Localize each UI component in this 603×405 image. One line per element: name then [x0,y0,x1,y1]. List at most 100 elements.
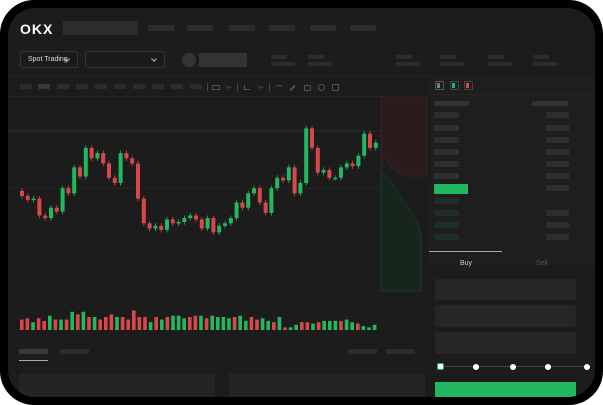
total-input[interactable] [435,332,576,354]
amount-slider[interactable] [437,363,590,370]
nav-item[interactable] [310,25,336,31]
buy-tab-indicator [429,251,502,252]
candle [101,153,106,164]
orderbook-asks-icon[interactable] [464,81,473,90]
nav-item[interactable] [269,25,295,31]
okx-logo[interactable]: OKX [20,21,54,37]
toolbar-divider [237,83,238,91]
ask-amount [546,161,569,167]
slider-handle[interactable] [437,363,444,370]
orderbook-both-icon[interactable] [435,81,444,90]
camera-icon[interactable] [304,85,311,91]
tab-open-orders[interactable] [19,349,48,354]
divider [8,96,428,97]
candle [78,167,82,177]
volume-bar [188,317,192,330]
stat-value [533,62,557,66]
timeframe-button[interactable] [152,84,164,89]
pair-select[interactable] [85,51,165,68]
timeframe-button[interactable] [133,84,145,89]
ask-amount [546,149,569,155]
ask-amount [546,173,569,179]
volume-bar [367,327,371,330]
chevron-down-icon[interactable] [257,82,264,90]
volume-bar [260,318,265,330]
header-price [434,101,469,106]
candle [147,223,152,229]
volume-bar [221,317,226,330]
candle [223,223,227,226]
filter-button[interactable] [348,349,377,354]
volume-bar [199,315,203,330]
timeframe-button[interactable] [76,84,88,89]
volume-bar [48,315,52,330]
ask-price [434,149,459,155]
candle [217,225,222,233]
volume-bar [70,311,74,330]
candles-group [20,125,378,235]
timeframe-button[interactable] [20,84,32,89]
header-amount [532,101,568,106]
candlestick-chart[interactable] [8,96,428,336]
coin-icon [182,53,196,67]
market-select[interactable]: Spot Trading [20,51,78,68]
candle [298,183,303,194]
amount-input[interactable] [435,305,576,327]
bid-price [434,234,459,240]
nav-item[interactable] [350,25,376,31]
tab-history[interactable] [60,349,89,354]
orderbook-bids-icon[interactable] [450,81,459,90]
candle [95,153,100,159]
timeframe-button[interactable] [114,84,126,89]
candle [240,202,245,208]
volume-group [20,310,377,330]
candle [60,188,65,212]
volume-bar [64,319,69,330]
slider-mark-50[interactable] [510,364,516,370]
divider [429,94,595,95]
stat-value [308,62,332,66]
stat-value [396,62,420,66]
slider-mark-100[interactable] [584,364,590,370]
candle [118,153,123,183]
stat-label [396,55,412,59]
filter-button[interactable] [386,349,415,354]
indicator-icon[interactable] [244,85,250,90]
nav-item[interactable] [187,25,213,31]
nav-item[interactable] [148,25,174,31]
draw-icon[interactable] [289,84,296,92]
tab-buy[interactable]: Buy [460,260,473,267]
volume-bar [356,323,360,330]
candle [72,167,77,194]
chevron-down-icon[interactable] [225,82,232,90]
candle [246,193,251,208]
market-select-label: Spot Trading [28,56,68,63]
candle [49,207,53,219]
buy-button[interactable] [435,382,576,397]
search-bar[interactable] [63,21,138,35]
volume-bar [227,318,231,330]
volume-bar [143,317,147,330]
ask-price [434,161,459,167]
bid-amount [546,234,569,240]
candle [205,218,210,229]
slider-mark-25[interactable] [473,364,479,370]
candle-type-icon[interactable] [212,85,220,90]
ask-price [434,125,459,131]
volume-bar [31,322,35,330]
trend-icon[interactable] [275,85,283,90]
volume-bar [165,317,170,330]
slider-mark-75[interactable] [545,364,551,370]
depth-asks-area [380,96,428,177]
timeframe-button[interactable] [95,84,107,89]
stat-label [271,55,287,59]
timeframe-button[interactable] [57,84,69,89]
timeframe-button[interactable] [171,84,183,89]
nav-item[interactable] [229,25,255,31]
fullscreen-icon[interactable] [332,84,339,91]
price-input[interactable] [435,279,576,300]
tab-sell[interactable]: Sell [536,260,548,267]
timeframe-button[interactable] [190,84,202,89]
timeframe-button[interactable] [38,84,50,89]
settings-icon[interactable] [318,84,325,91]
